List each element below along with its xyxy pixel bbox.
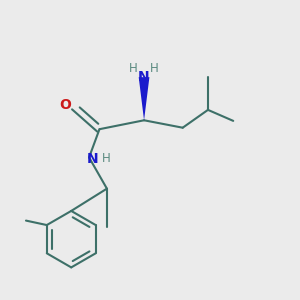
Text: N: N [138, 70, 150, 84]
Text: H: H [102, 152, 111, 165]
Text: H: H [129, 62, 138, 75]
Polygon shape [139, 77, 149, 120]
Text: N: N [87, 152, 99, 166]
Text: H: H [150, 62, 159, 75]
Text: O: O [59, 98, 70, 112]
